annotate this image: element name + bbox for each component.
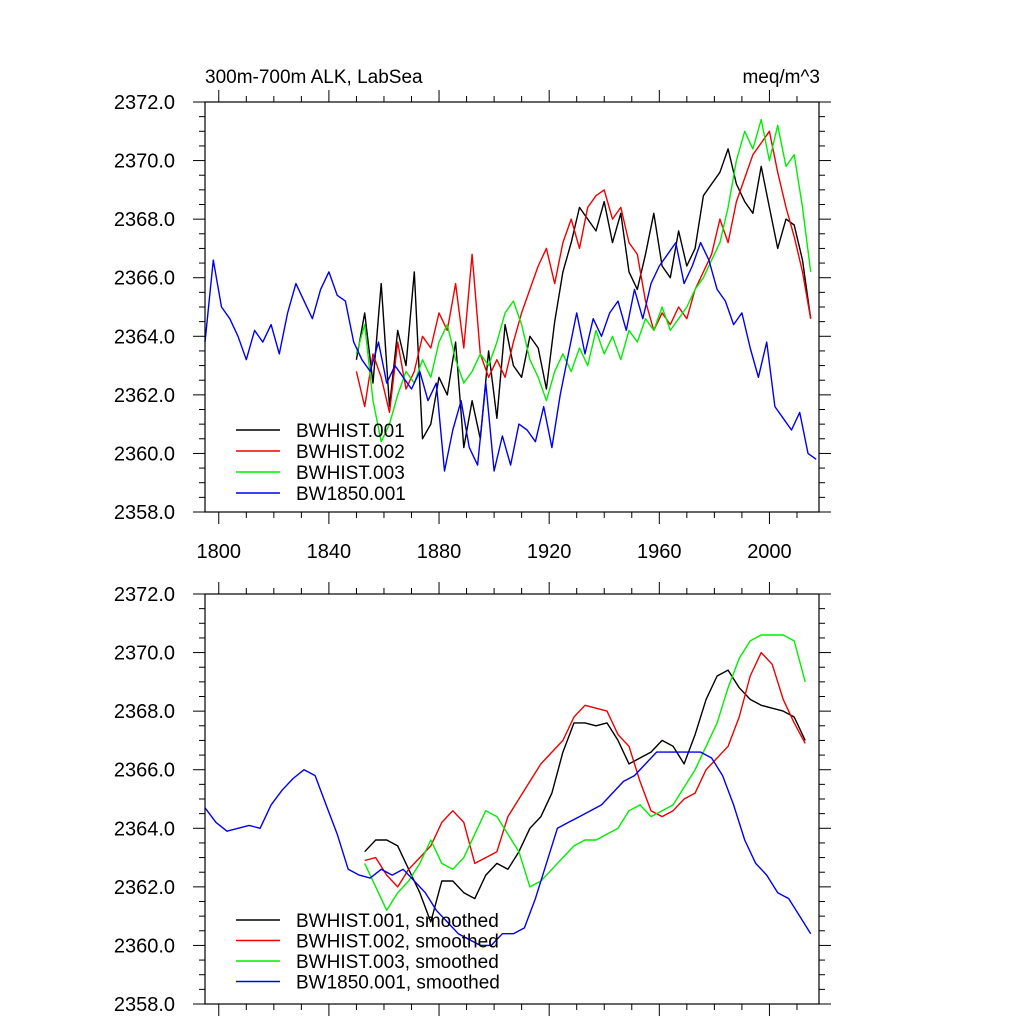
y-tick-label: 2358.0	[114, 994, 175, 1016]
x-tick-label: 1840	[307, 541, 352, 563]
x-tick-label: 1800	[197, 541, 242, 563]
y-tick-label: 2372.0	[114, 92, 175, 114]
legend-label: BWHIST.001	[296, 421, 405, 442]
series-line-1	[364, 651, 806, 888]
chart-title-right: meq/m^3	[742, 67, 820, 88]
raw-alkalinity-chart: 300m-700m ALK, LabSea meq/m^3 2358.0 2360…	[114, 67, 831, 563]
y-tick-label: 2360.0	[114, 935, 175, 957]
legend-label: BWHIST.002	[296, 442, 405, 463]
legend-label: BW1850.001, smoothed	[296, 973, 500, 994]
x-tick-labels: 1800 1840 1880 1920 1960 2000	[197, 541, 792, 563]
y-tick-label: 2368.0	[114, 701, 175, 723]
y-tick-label: 2368.0	[114, 209, 175, 231]
y-tick-label: 2364.0	[114, 326, 175, 348]
y-tick-label: 2372.0	[114, 584, 175, 606]
series-line-2	[364, 634, 806, 911]
legend-label: BWHIST.001, smoothed	[296, 911, 499, 932]
series-line-3	[204, 751, 812, 947]
series-line-3	[204, 241, 817, 472]
y-tick-label: 2366.0	[114, 760, 175, 782]
smoothed-alkalinity-chart: 2358.0 2360.0 2362.0 2364.0 2366.0 2368.0 2370…	[114, 582, 831, 1016]
series-line-2	[355, 118, 812, 443]
y-tick-label: 2364.0	[114, 818, 175, 840]
x-tick-label: 1920	[527, 541, 572, 563]
series-line-1	[355, 130, 812, 414]
y-tick-label: 2362.0	[114, 877, 175, 899]
series-layer	[204, 118, 817, 472]
legend-label: BWHIST.003	[296, 463, 405, 484]
y-tick-label: 2360.0	[114, 443, 175, 465]
x-tick-label: 2000	[747, 541, 792, 563]
y-tick-label: 2358.0	[114, 502, 175, 524]
tick-layer	[193, 90, 831, 524]
series-layer	[204, 634, 812, 947]
legend-label: BWHIST.003, smoothed	[296, 952, 499, 973]
x-tick-label: 1880	[417, 541, 462, 563]
chart-title-left: 300m-700m ALK, LabSea	[205, 67, 423, 88]
y-tick-label: 2370.0	[114, 643, 175, 665]
y-tick-label: 2370.0	[114, 151, 175, 173]
legend-label: BWHIST.002, smoothed	[296, 932, 499, 953]
y-tick-label: 2366.0	[114, 268, 175, 290]
tick-layer	[193, 582, 831, 1016]
series-line-0	[355, 148, 812, 449]
y-tick-labels: 2358.0 2360.0 2362.0 2364.0 2366.0 2368.0 2370…	[114, 584, 175, 1016]
legend-label: BW1850.001	[296, 484, 406, 505]
y-tick-labels: 2358.0 2360.0 2362.0 2364.0 2366.0 2368.0 2370…	[114, 92, 175, 524]
y-tick-label: 2362.0	[114, 385, 175, 407]
x-tick-label: 1960	[637, 541, 682, 563]
